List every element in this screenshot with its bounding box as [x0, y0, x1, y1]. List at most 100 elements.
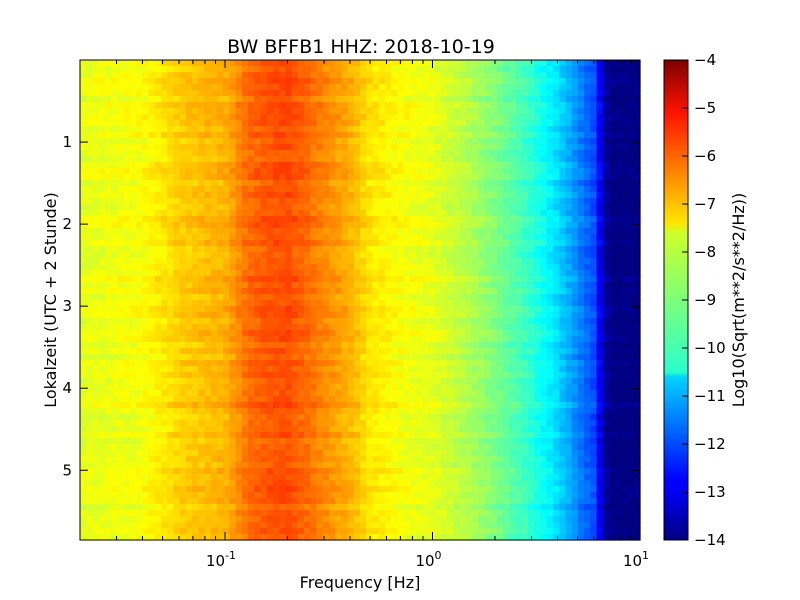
- heatmap-cell: [136, 504, 143, 511]
- heatmap-cell: [403, 180, 411, 187]
- heatmap-cell: [129, 204, 137, 211]
- heatmap-cell: [192, 468, 199, 475]
- heatmap-cell: [291, 228, 299, 235]
- heatmap-cell: [384, 306, 392, 313]
- heatmap-cell: [384, 396, 392, 403]
- heatmap-cell: [322, 414, 330, 421]
- heatmap-cell: [192, 408, 199, 415]
- heatmap-cell: [254, 90, 262, 97]
- heatmap-cell: [341, 438, 349, 445]
- heatmap-cell: [111, 198, 118, 205]
- heatmap-cell: [241, 282, 249, 289]
- heatmap-cell: [322, 138, 330, 145]
- heatmap-cell: [123, 492, 131, 499]
- heatmap-cell: [384, 300, 392, 307]
- heatmap-cell: [235, 432, 243, 439]
- heatmap-cell: [167, 228, 174, 235]
- heatmap-cell: [142, 426, 150, 433]
- heatmap-cell: [179, 288, 187, 295]
- heatmap-cell: [117, 294, 125, 301]
- heatmap-cell: [272, 330, 280, 337]
- heatmap-cell: [447, 438, 454, 445]
- heatmap-cell: [192, 384, 199, 391]
- heatmap-cell: [304, 162, 311, 169]
- heatmap-cell: [391, 360, 398, 367]
- heatmap-cell: [260, 342, 268, 349]
- heatmap-cell: [341, 444, 349, 451]
- heatmap-cell: [360, 348, 367, 355]
- heatmap-cell: [285, 378, 293, 385]
- heatmap-cell: [328, 60, 336, 67]
- heatmap-cell: [272, 96, 280, 103]
- heatmap-cell: [372, 372, 380, 379]
- heatmap-cell: [241, 396, 249, 403]
- heatmap-cell: [229, 360, 237, 367]
- heatmap-cell: [409, 90, 417, 97]
- heatmap-cell: [80, 252, 87, 259]
- heatmap-cell: [198, 360, 206, 367]
- heatmap-cell: [409, 66, 417, 73]
- heatmap-cell: [341, 336, 349, 343]
- heatmap-cell: [266, 186, 274, 193]
- heatmap-cell: [198, 426, 206, 433]
- heatmap-cell: [179, 450, 187, 457]
- heatmap-cell: [167, 294, 174, 301]
- heatmap-cell: [148, 288, 156, 295]
- heatmap-cell: [80, 504, 87, 511]
- heatmap-cell: [223, 234, 230, 241]
- heatmap-cell: [328, 276, 336, 283]
- heatmap-cell: [216, 300, 224, 307]
- heatmap-cell: [459, 426, 467, 433]
- heatmap-cell: [111, 186, 118, 193]
- heatmap-cell: [366, 504, 374, 511]
- heatmap-cell: [310, 258, 318, 265]
- heatmap-cell: [235, 78, 243, 85]
- heatmap-cell: [210, 78, 218, 85]
- heatmap-cell: [86, 258, 94, 265]
- heatmap-cell: [241, 90, 249, 97]
- heatmap-cell: [185, 72, 193, 79]
- heatmap-cell: [297, 516, 305, 523]
- heatmap-cell: [210, 258, 218, 265]
- heatmap-cell: [403, 258, 411, 265]
- heatmap-cell: [142, 246, 150, 253]
- heatmap-cell: [391, 78, 398, 85]
- heatmap-cell: [104, 216, 112, 223]
- heatmap-cell: [86, 168, 94, 175]
- heatmap-cell: [422, 216, 430, 223]
- heatmap-cell: [440, 162, 448, 169]
- heatmap-cell: [92, 390, 100, 397]
- heatmap-cell: [447, 324, 454, 331]
- heatmap-cell: [440, 348, 448, 355]
- heatmap-cell: [204, 246, 212, 253]
- heatmap-cell: [279, 174, 286, 181]
- heatmap-cell: [297, 408, 305, 415]
- heatmap-cell: [241, 522, 249, 529]
- heatmap-cell: [341, 144, 349, 151]
- heatmap-cell: [422, 72, 430, 79]
- heatmap-cell: [459, 396, 467, 403]
- heatmap-cell: [254, 330, 262, 337]
- heatmap-cell: [260, 372, 268, 379]
- heatmap-cell: [347, 480, 355, 487]
- heatmap-cell: [173, 438, 181, 445]
- heatmap-cell: [80, 360, 87, 367]
- heatmap-cell: [123, 84, 131, 91]
- heatmap-cell: [285, 408, 293, 415]
- heatmap-cell: [266, 402, 274, 409]
- heatmap-cell: [279, 528, 286, 535]
- heatmap-cell: [198, 312, 206, 319]
- heatmap-cell: [360, 396, 367, 403]
- heatmap-cell: [453, 150, 461, 157]
- heatmap-cell: [372, 240, 380, 247]
- heatmap-cell: [210, 282, 218, 289]
- heatmap-cell: [142, 438, 150, 445]
- heatmap-cell: [384, 108, 392, 115]
- heatmap-cell: [422, 198, 430, 205]
- heatmap-cell: [453, 252, 461, 259]
- heatmap-cell: [123, 180, 131, 187]
- heatmap-cell: [223, 216, 230, 223]
- heatmap-cell: [223, 468, 230, 475]
- heatmap-cell: [272, 270, 280, 277]
- heatmap-cell: [254, 252, 262, 259]
